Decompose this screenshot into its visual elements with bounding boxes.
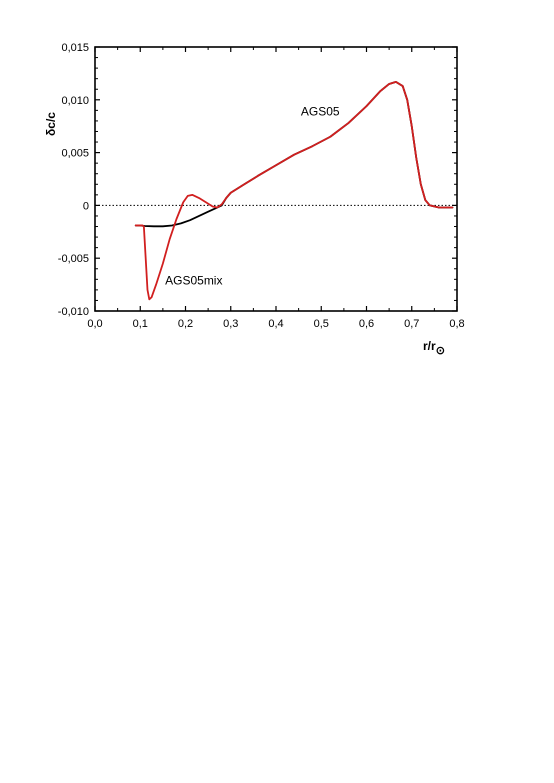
axes: 0,0 0,1 0,2 0,3 0,4 0,5 0,6 0,7 0,8 -0,010 -0,005 0… bbox=[58, 42, 465, 330]
axis-titles: δc/c r/r⊙ bbox=[44, 112, 445, 357]
series-line-ags05mix bbox=[134, 80, 454, 301]
annotation-label: AGS05mix bbox=[165, 274, 222, 288]
x-tick-label: 0,4 bbox=[268, 318, 283, 330]
x-tick-label: 0,1 bbox=[133, 318, 148, 330]
x-tick-label: 0,3 bbox=[223, 318, 238, 330]
y-tick-label: -0,010 bbox=[58, 306, 89, 318]
x-axis-title-subscript: ⊙ bbox=[436, 345, 445, 357]
x-axis-title: r/r⊙ bbox=[423, 339, 445, 357]
x-tick-label: 0,2 bbox=[178, 318, 193, 330]
x-tick-label: 0,0 bbox=[87, 318, 102, 330]
y-tick-label: 0 bbox=[83, 200, 89, 212]
annotations: AGS05 AGS05mix bbox=[165, 105, 340, 288]
y-tick-label: 0,015 bbox=[61, 42, 89, 54]
annotation-label: AGS05 bbox=[301, 105, 340, 119]
y-tick-label: 0,005 bbox=[61, 148, 89, 160]
series-group bbox=[134, 80, 454, 301]
x-tick-label: 0,6 bbox=[359, 318, 374, 330]
x-tick-label: 0,8 bbox=[449, 318, 464, 330]
x-axis-title-main: r/r bbox=[423, 339, 436, 353]
x-tick-label: 0,7 bbox=[404, 318, 419, 330]
y-tick-label: -0,005 bbox=[58, 253, 89, 265]
x-tick-label: 0,5 bbox=[314, 318, 329, 330]
y-axis-title: δc/c bbox=[44, 112, 58, 136]
y-tick-label: 0,010 bbox=[61, 95, 89, 107]
